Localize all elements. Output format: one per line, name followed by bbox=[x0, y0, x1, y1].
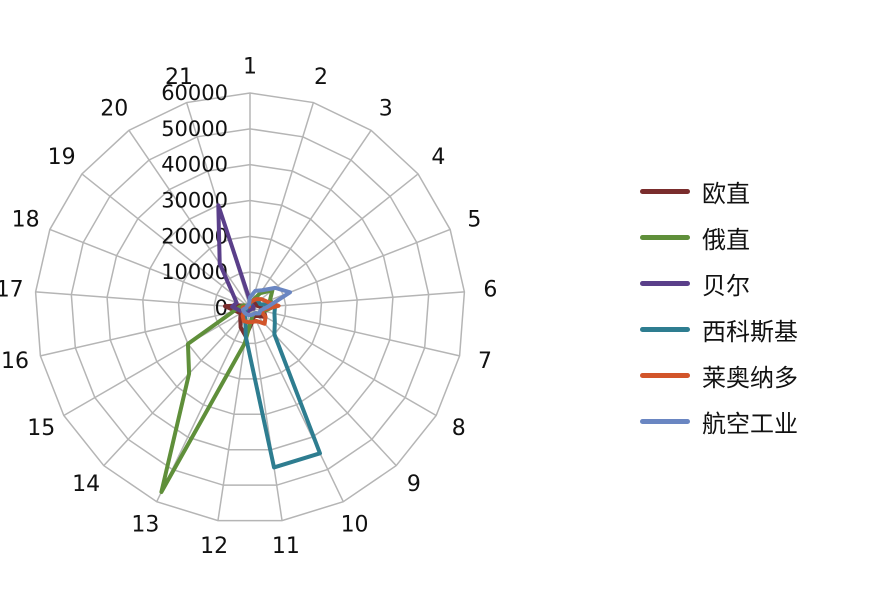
radar-grid bbox=[34, 92, 466, 522]
spoke-label: 13 bbox=[131, 513, 159, 538]
radial-tick-label: 0 bbox=[215, 296, 228, 320]
spoke-label: 21 bbox=[165, 65, 193, 90]
grid-spoke bbox=[63, 307, 251, 417]
grid-ring bbox=[34, 92, 466, 522]
legend-label: 俄直 bbox=[702, 225, 750, 254]
grid-spoke bbox=[249, 291, 465, 309]
legend-label: 航空工业 bbox=[702, 409, 798, 438]
legend-label: 欧直 bbox=[702, 179, 750, 208]
radial-tick-label: 10000 bbox=[161, 260, 228, 284]
grid-spoke bbox=[249, 129, 372, 309]
spoke-label: 16 bbox=[1, 349, 29, 374]
radial-tick-label: 60000 bbox=[161, 81, 228, 105]
legend-swatch bbox=[640, 188, 690, 194]
spoke-label: 15 bbox=[27, 416, 55, 441]
grid-spoke bbox=[35, 291, 251, 309]
legend-label: 贝尔 bbox=[702, 271, 750, 300]
legend-swatch bbox=[640, 372, 690, 378]
spoke-label: 8 bbox=[452, 416, 466, 441]
grid-spoke bbox=[49, 228, 251, 309]
spoke-label: 9 bbox=[407, 472, 421, 497]
legend-swatch bbox=[640, 418, 690, 424]
legend-swatch bbox=[640, 326, 690, 332]
grid-ring bbox=[142, 199, 358, 416]
radial-tick-label: 20000 bbox=[161, 224, 228, 248]
legend-label: 西科斯基 bbox=[702, 317, 798, 346]
legend-item: 贝尔 bbox=[640, 260, 880, 306]
legend-swatch bbox=[640, 280, 690, 286]
spoke-label: 7 bbox=[478, 349, 492, 374]
grid-spoke bbox=[103, 307, 251, 467]
grid-spoke bbox=[249, 307, 344, 503]
grid-spoke bbox=[249, 307, 397, 467]
grid-ring bbox=[177, 235, 323, 380]
legend: 欧直俄直贝尔西科斯基莱奥纳多航空工业 bbox=[640, 168, 880, 444]
spoke-label: 5 bbox=[467, 207, 481, 232]
radial-tick-label: 50000 bbox=[161, 117, 228, 141]
grid-spoke bbox=[249, 102, 315, 309]
spoke-label: 14 bbox=[72, 472, 100, 497]
grid-spoke bbox=[81, 173, 251, 309]
grid-spoke bbox=[249, 173, 419, 309]
series-line bbox=[241, 285, 293, 318]
spoke-label: 10 bbox=[341, 513, 369, 538]
spoke-label: 2 bbox=[314, 65, 328, 90]
grid-ring bbox=[70, 128, 430, 486]
spoke-label: 17 bbox=[0, 277, 24, 302]
radial-tick-label: 40000 bbox=[161, 153, 228, 177]
spoke-label: 4 bbox=[431, 145, 445, 170]
legend-label: 莱奥纳多 bbox=[702, 363, 798, 392]
legend-item: 西科斯基 bbox=[640, 306, 880, 352]
grid-spoke bbox=[249, 307, 283, 521]
series-line bbox=[216, 203, 256, 314]
grid-spoke bbox=[40, 307, 251, 357]
legend-swatch bbox=[640, 234, 690, 240]
legend-item: 欧直 bbox=[640, 168, 880, 214]
legend-item: 航空工业 bbox=[640, 398, 880, 444]
spoke-label: 11 bbox=[272, 534, 300, 559]
spoke-label: 1 bbox=[243, 55, 257, 80]
grid-spoke bbox=[249, 228, 451, 309]
spoke-label: 18 bbox=[12, 207, 40, 232]
grid-spoke bbox=[128, 129, 251, 309]
legend-item: 莱奥纳多 bbox=[640, 352, 880, 398]
spoke-label: 3 bbox=[379, 96, 393, 121]
grid-ring bbox=[106, 163, 394, 451]
spoke-label: 20 bbox=[100, 96, 128, 121]
grid-spoke bbox=[249, 307, 460, 357]
legend-item: 俄直 bbox=[640, 214, 880, 260]
grid-spoke bbox=[249, 307, 437, 417]
series-layer bbox=[159, 203, 322, 495]
spoke-label: 6 bbox=[483, 277, 497, 302]
spoke-label: 12 bbox=[200, 534, 228, 559]
spoke-label: 19 bbox=[48, 145, 76, 170]
